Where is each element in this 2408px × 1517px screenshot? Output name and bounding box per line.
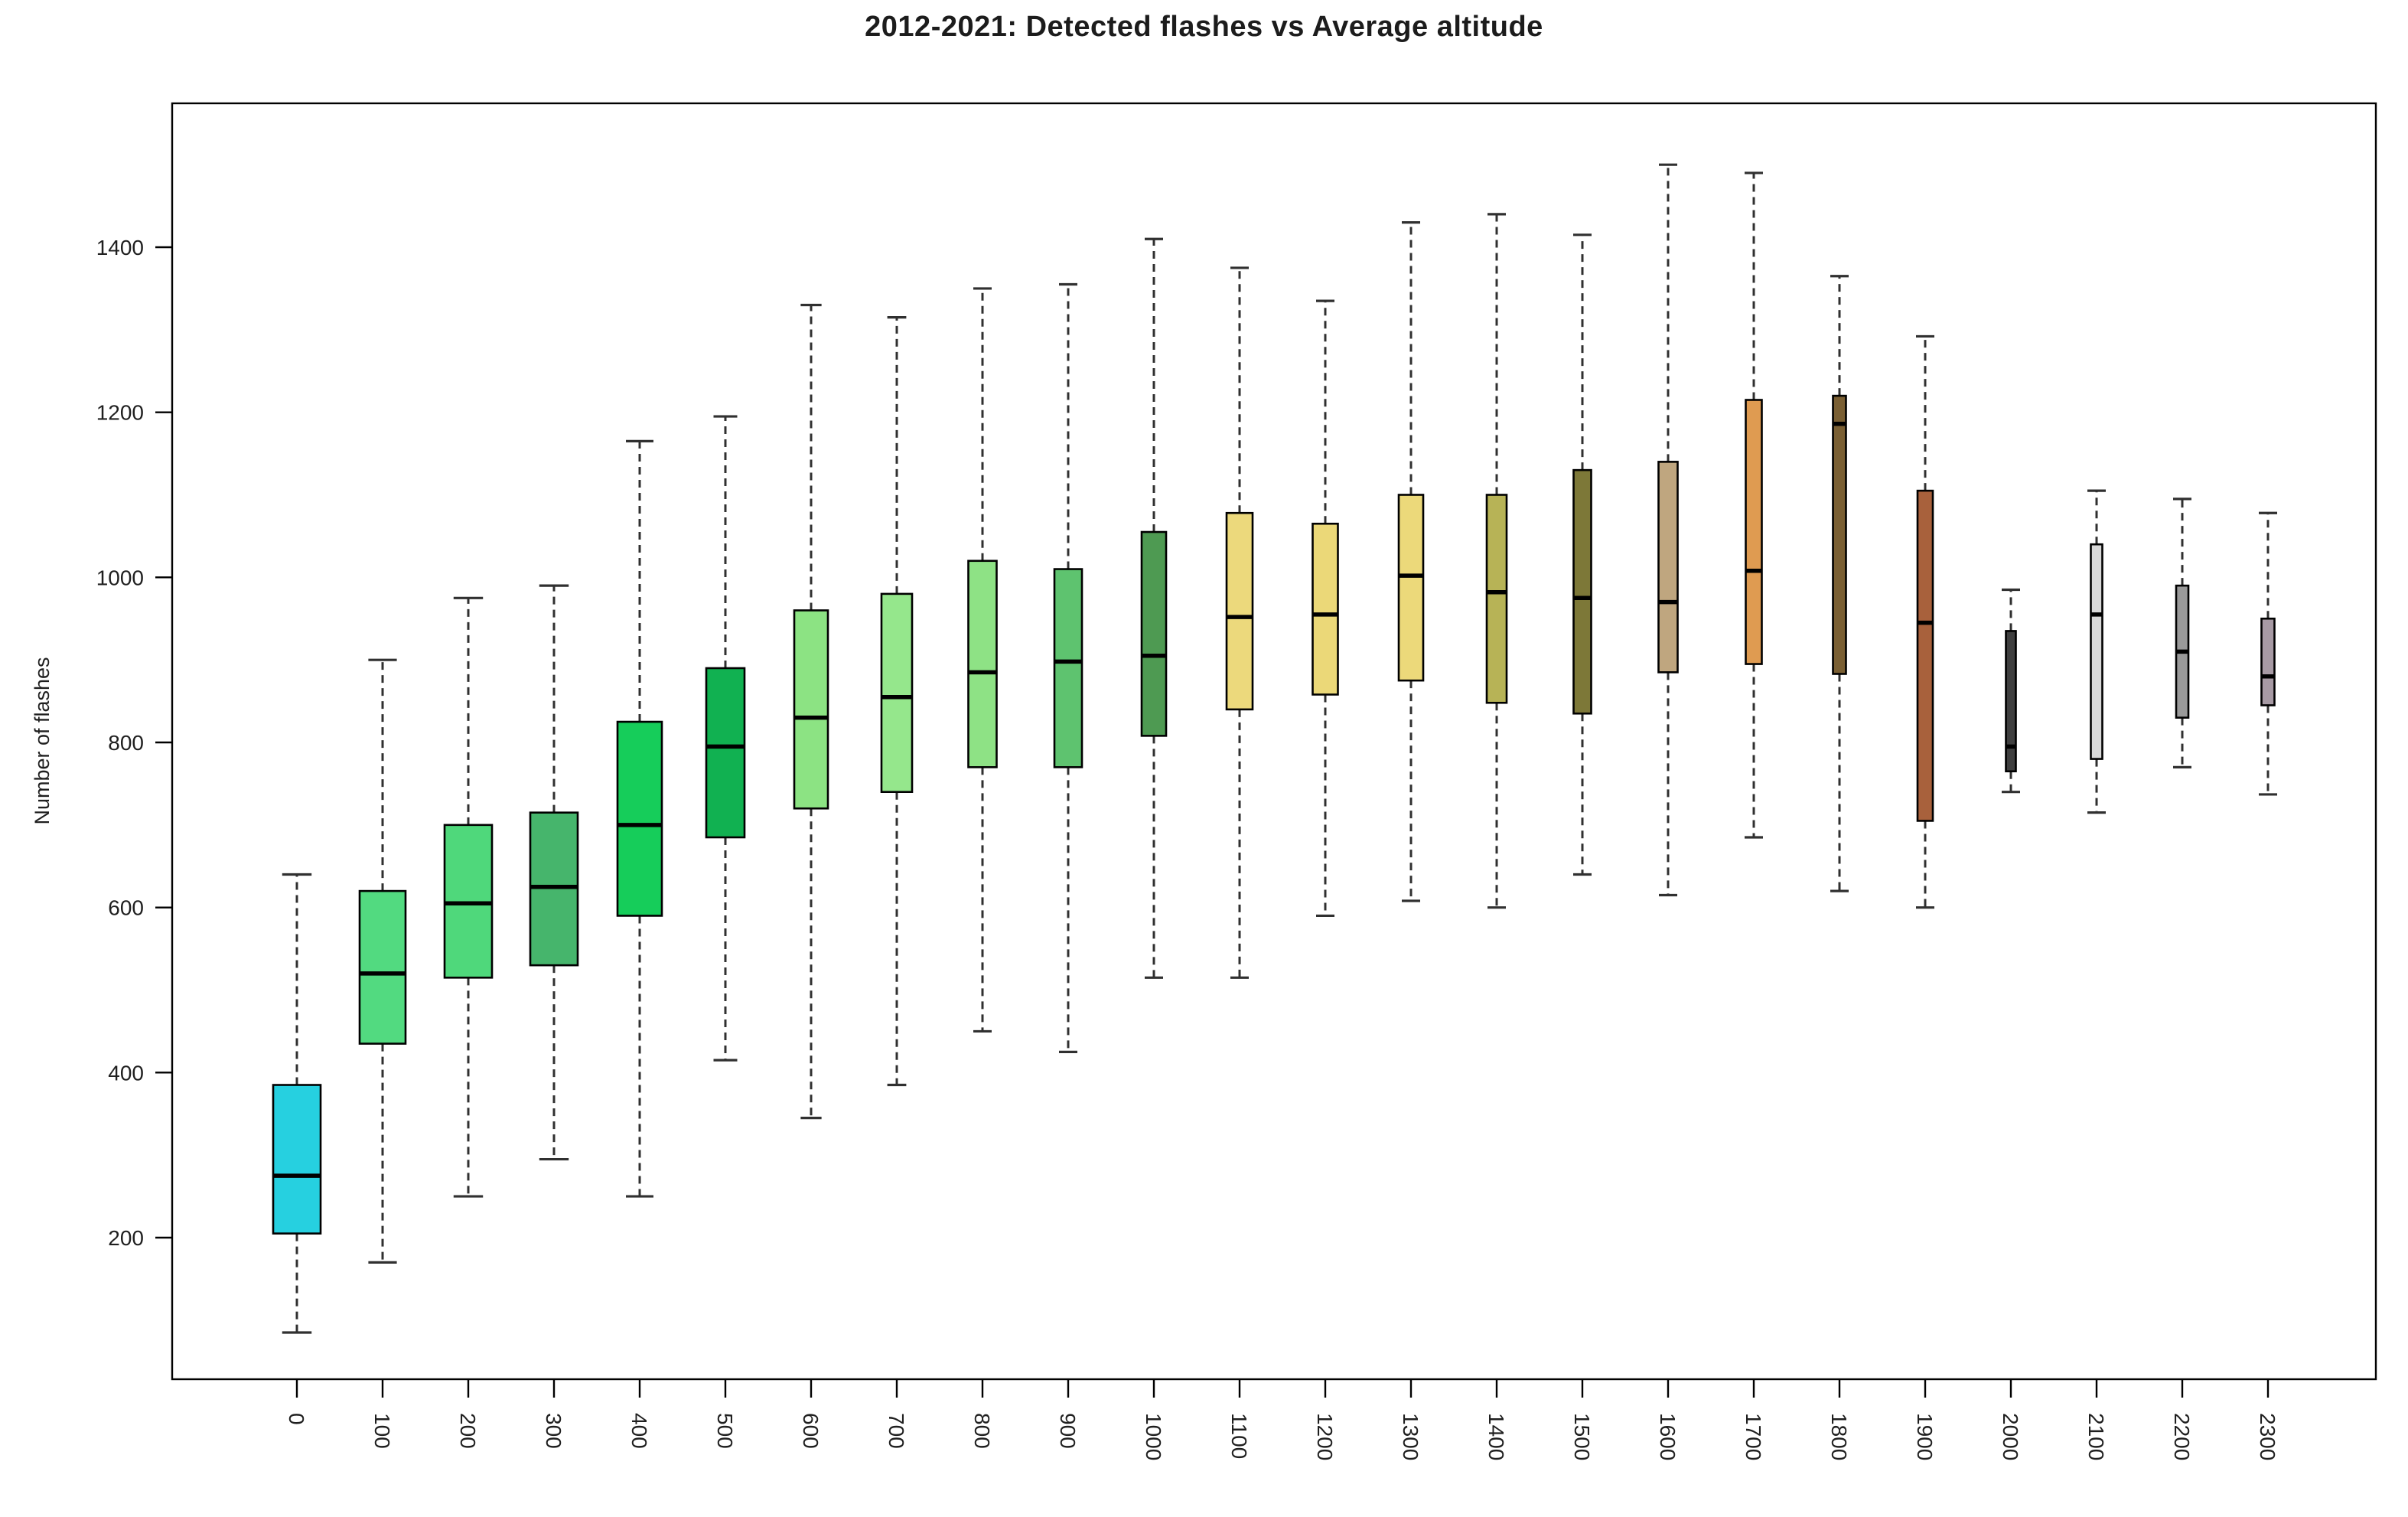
box-group-2200 [2173, 498, 2191, 768]
box-group-900 [1053, 282, 1083, 1053]
box-iqr [2090, 543, 2103, 760]
x-tick-label: 200 [456, 1413, 480, 1449]
box-iqr [705, 667, 746, 839]
box-iqr [1832, 394, 1847, 675]
box-group-0 [272, 873, 322, 1334]
x-tick-label: 100 [370, 1413, 394, 1449]
x-tick-label: 1700 [1742, 1413, 1765, 1460]
box-iqr [1745, 399, 1763, 665]
box-iqr [880, 592, 914, 793]
x-tick-label: 2100 [2084, 1413, 2108, 1460]
y-tick-label: 600 [108, 896, 144, 920]
box-group-2000 [2002, 588, 2020, 794]
box-group-800 [967, 287, 998, 1033]
box-iqr [1916, 489, 1934, 822]
box-iqr [1485, 494, 1508, 704]
x-tick-label: 1300 [1399, 1413, 1422, 1460]
box-group-1400 [1485, 213, 1508, 909]
box-group-1700 [1745, 171, 1763, 839]
box-group-1900 [1916, 334, 1934, 909]
x-tick-label: 600 [799, 1413, 823, 1449]
y-tick-label: 1400 [96, 236, 144, 259]
box-iqr [967, 559, 998, 768]
box-group-100 [358, 658, 407, 1264]
x-tick-label: 1500 [1570, 1413, 1594, 1460]
y-axis-title: Number of flashes [31, 657, 54, 824]
x-tick-label: 300 [542, 1413, 565, 1449]
x-tick-label: 1800 [1827, 1413, 1851, 1460]
y-tick-label: 400 [108, 1061, 144, 1085]
x-tick-label: 1200 [1313, 1413, 1337, 1460]
box-iqr [1053, 568, 1083, 768]
box-group-1300 [1397, 221, 1425, 902]
box-group-2300 [2259, 511, 2277, 796]
box-group-1600 [1657, 163, 1679, 897]
x-tick-label: 1900 [1913, 1413, 1937, 1460]
box-iqr [358, 889, 407, 1045]
x-tick-label: 1100 [1227, 1413, 1251, 1459]
box-iqr [1657, 461, 1679, 674]
x-tick-label: 800 [970, 1413, 994, 1449]
x-tick-label: 700 [885, 1413, 908, 1449]
chart-title: 2012-2021: Detected flashes vs Average a… [865, 11, 1543, 43]
box-group-1200 [1312, 299, 1339, 918]
y-tick-label: 1000 [96, 566, 144, 589]
y-tick-label: 800 [108, 731, 144, 755]
box-group-1000 [1140, 237, 1168, 979]
box-iqr [1312, 522, 1339, 696]
box-iqr [1140, 530, 1168, 737]
x-tick-label: 0 [285, 1413, 308, 1425]
box-group-600 [793, 303, 829, 1120]
x-tick-label: 2000 [1999, 1413, 2022, 1460]
box-group-700 [880, 316, 914, 1087]
box-iqr [272, 1084, 322, 1235]
x-tick-label: 1000 [1142, 1413, 1165, 1460]
x-tick-label: 500 [713, 1413, 737, 1449]
box-group-400 [616, 439, 663, 1198]
box-group-2100 [2087, 489, 2106, 814]
x-tick-label: 900 [1056, 1413, 1080, 1449]
box-iqr [616, 720, 663, 917]
box-iqr [1397, 494, 1425, 682]
x-tick-label: 1600 [1656, 1413, 1680, 1460]
x-tick-label: 400 [627, 1413, 651, 1449]
y-tick-label: 1200 [96, 401, 144, 425]
plot-frame [171, 102, 2377, 1381]
y-tick-label: 200 [108, 1226, 144, 1250]
x-tick-label: 2200 [2170, 1413, 2194, 1460]
box-iqr [793, 609, 829, 810]
box-group-300 [529, 584, 579, 1161]
box-iqr [2005, 630, 2017, 773]
x-tick-label: 2300 [2256, 1413, 2279, 1460]
box-group-1100 [1225, 266, 1254, 979]
box-group-1800 [1830, 275, 1849, 892]
box-iqr [1225, 511, 1254, 711]
x-tick-label: 1400 [1484, 1413, 1508, 1460]
box-group-1500 [1572, 233, 1592, 876]
box-iqr [1572, 468, 1592, 715]
box-group-500 [705, 415, 746, 1062]
box-group-200 [443, 596, 494, 1198]
box-iqr [2260, 617, 2276, 706]
